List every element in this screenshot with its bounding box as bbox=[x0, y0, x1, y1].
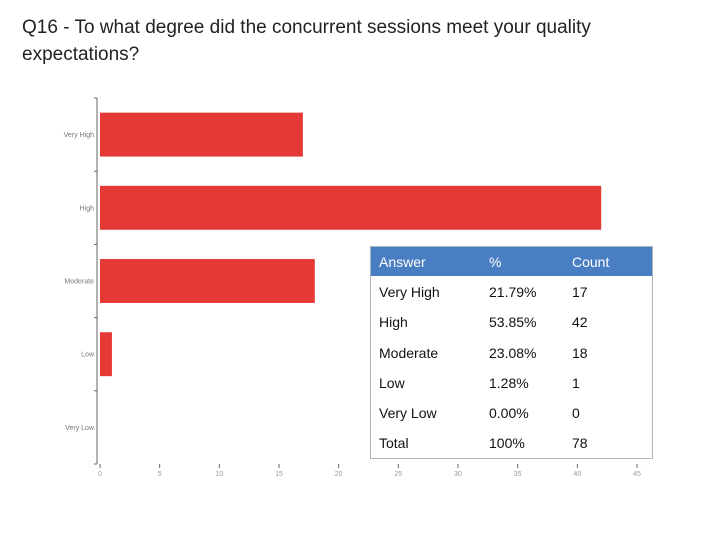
chart-title: Q16 - To what degree did the concurrent … bbox=[22, 17, 591, 65]
table-row: Very Low 0.00% 0 bbox=[371, 397, 652, 428]
answer-cell: Low bbox=[379, 374, 405, 391]
table-row: Low 1.28% 1 bbox=[371, 367, 652, 398]
percent-cell: 21.79% bbox=[489, 283, 537, 300]
table-row: Very High 21.79% 17 bbox=[371, 276, 652, 307]
category-label: Very High bbox=[64, 132, 94, 139]
category-label: Moderate bbox=[64, 279, 94, 286]
x-tick-label: 35 bbox=[514, 471, 522, 478]
header-count: Count bbox=[564, 247, 652, 277]
x-tick-label: 5 bbox=[158, 471, 162, 478]
bar bbox=[100, 185, 602, 230]
header-answer: Answer bbox=[371, 247, 481, 277]
x-tick-label: 15 bbox=[275, 471, 283, 478]
x-tick-label: 40 bbox=[573, 471, 581, 478]
answer-cell: Total bbox=[379, 435, 409, 452]
percent-cell: 1.28% bbox=[489, 374, 529, 391]
category-label: Very Low bbox=[65, 425, 95, 432]
x-tick-label: 0 bbox=[98, 471, 102, 478]
answer-cell: High bbox=[379, 314, 408, 331]
count-cell: 0 bbox=[572, 405, 580, 422]
answer-cell: Moderate bbox=[379, 344, 439, 361]
percent-cell: 23.08% bbox=[489, 344, 537, 361]
x-tick-label: 25 bbox=[394, 471, 402, 478]
count-cell: 42 bbox=[572, 314, 588, 331]
table-row: Moderate 23.08% 18 bbox=[371, 337, 652, 367]
answer-cell: Very High bbox=[379, 283, 440, 300]
percent-cell: 53.85% bbox=[489, 314, 537, 331]
x-tick-label: 45 bbox=[633, 471, 641, 478]
bar bbox=[100, 332, 112, 377]
count-cell: 18 bbox=[572, 344, 588, 361]
table-total-row: Total 100% 78 bbox=[371, 428, 652, 458]
bar bbox=[100, 112, 303, 157]
category-label: High bbox=[80, 205, 95, 212]
count-cell: 1 bbox=[572, 374, 580, 391]
answer-cell: Very Low bbox=[379, 405, 437, 422]
table-header-row: Answer % Count bbox=[371, 247, 652, 277]
x-tick-label: 10 bbox=[215, 471, 223, 478]
percent-cell: 0.00% bbox=[489, 405, 529, 422]
results-table: Answer % Count Very High 21.79% 17 High … bbox=[370, 246, 653, 460]
table-row: High 53.85% 42 bbox=[371, 307, 652, 337]
count-cell: 17 bbox=[572, 283, 588, 300]
percent-cell: 100% bbox=[489, 435, 525, 452]
header-percent: % bbox=[481, 247, 564, 277]
x-tick-label: 20 bbox=[335, 471, 343, 478]
count-cell: 78 bbox=[572, 435, 588, 452]
category-label: Low bbox=[81, 352, 95, 359]
x-tick-label: 30 bbox=[454, 471, 462, 478]
bar bbox=[100, 259, 315, 303]
